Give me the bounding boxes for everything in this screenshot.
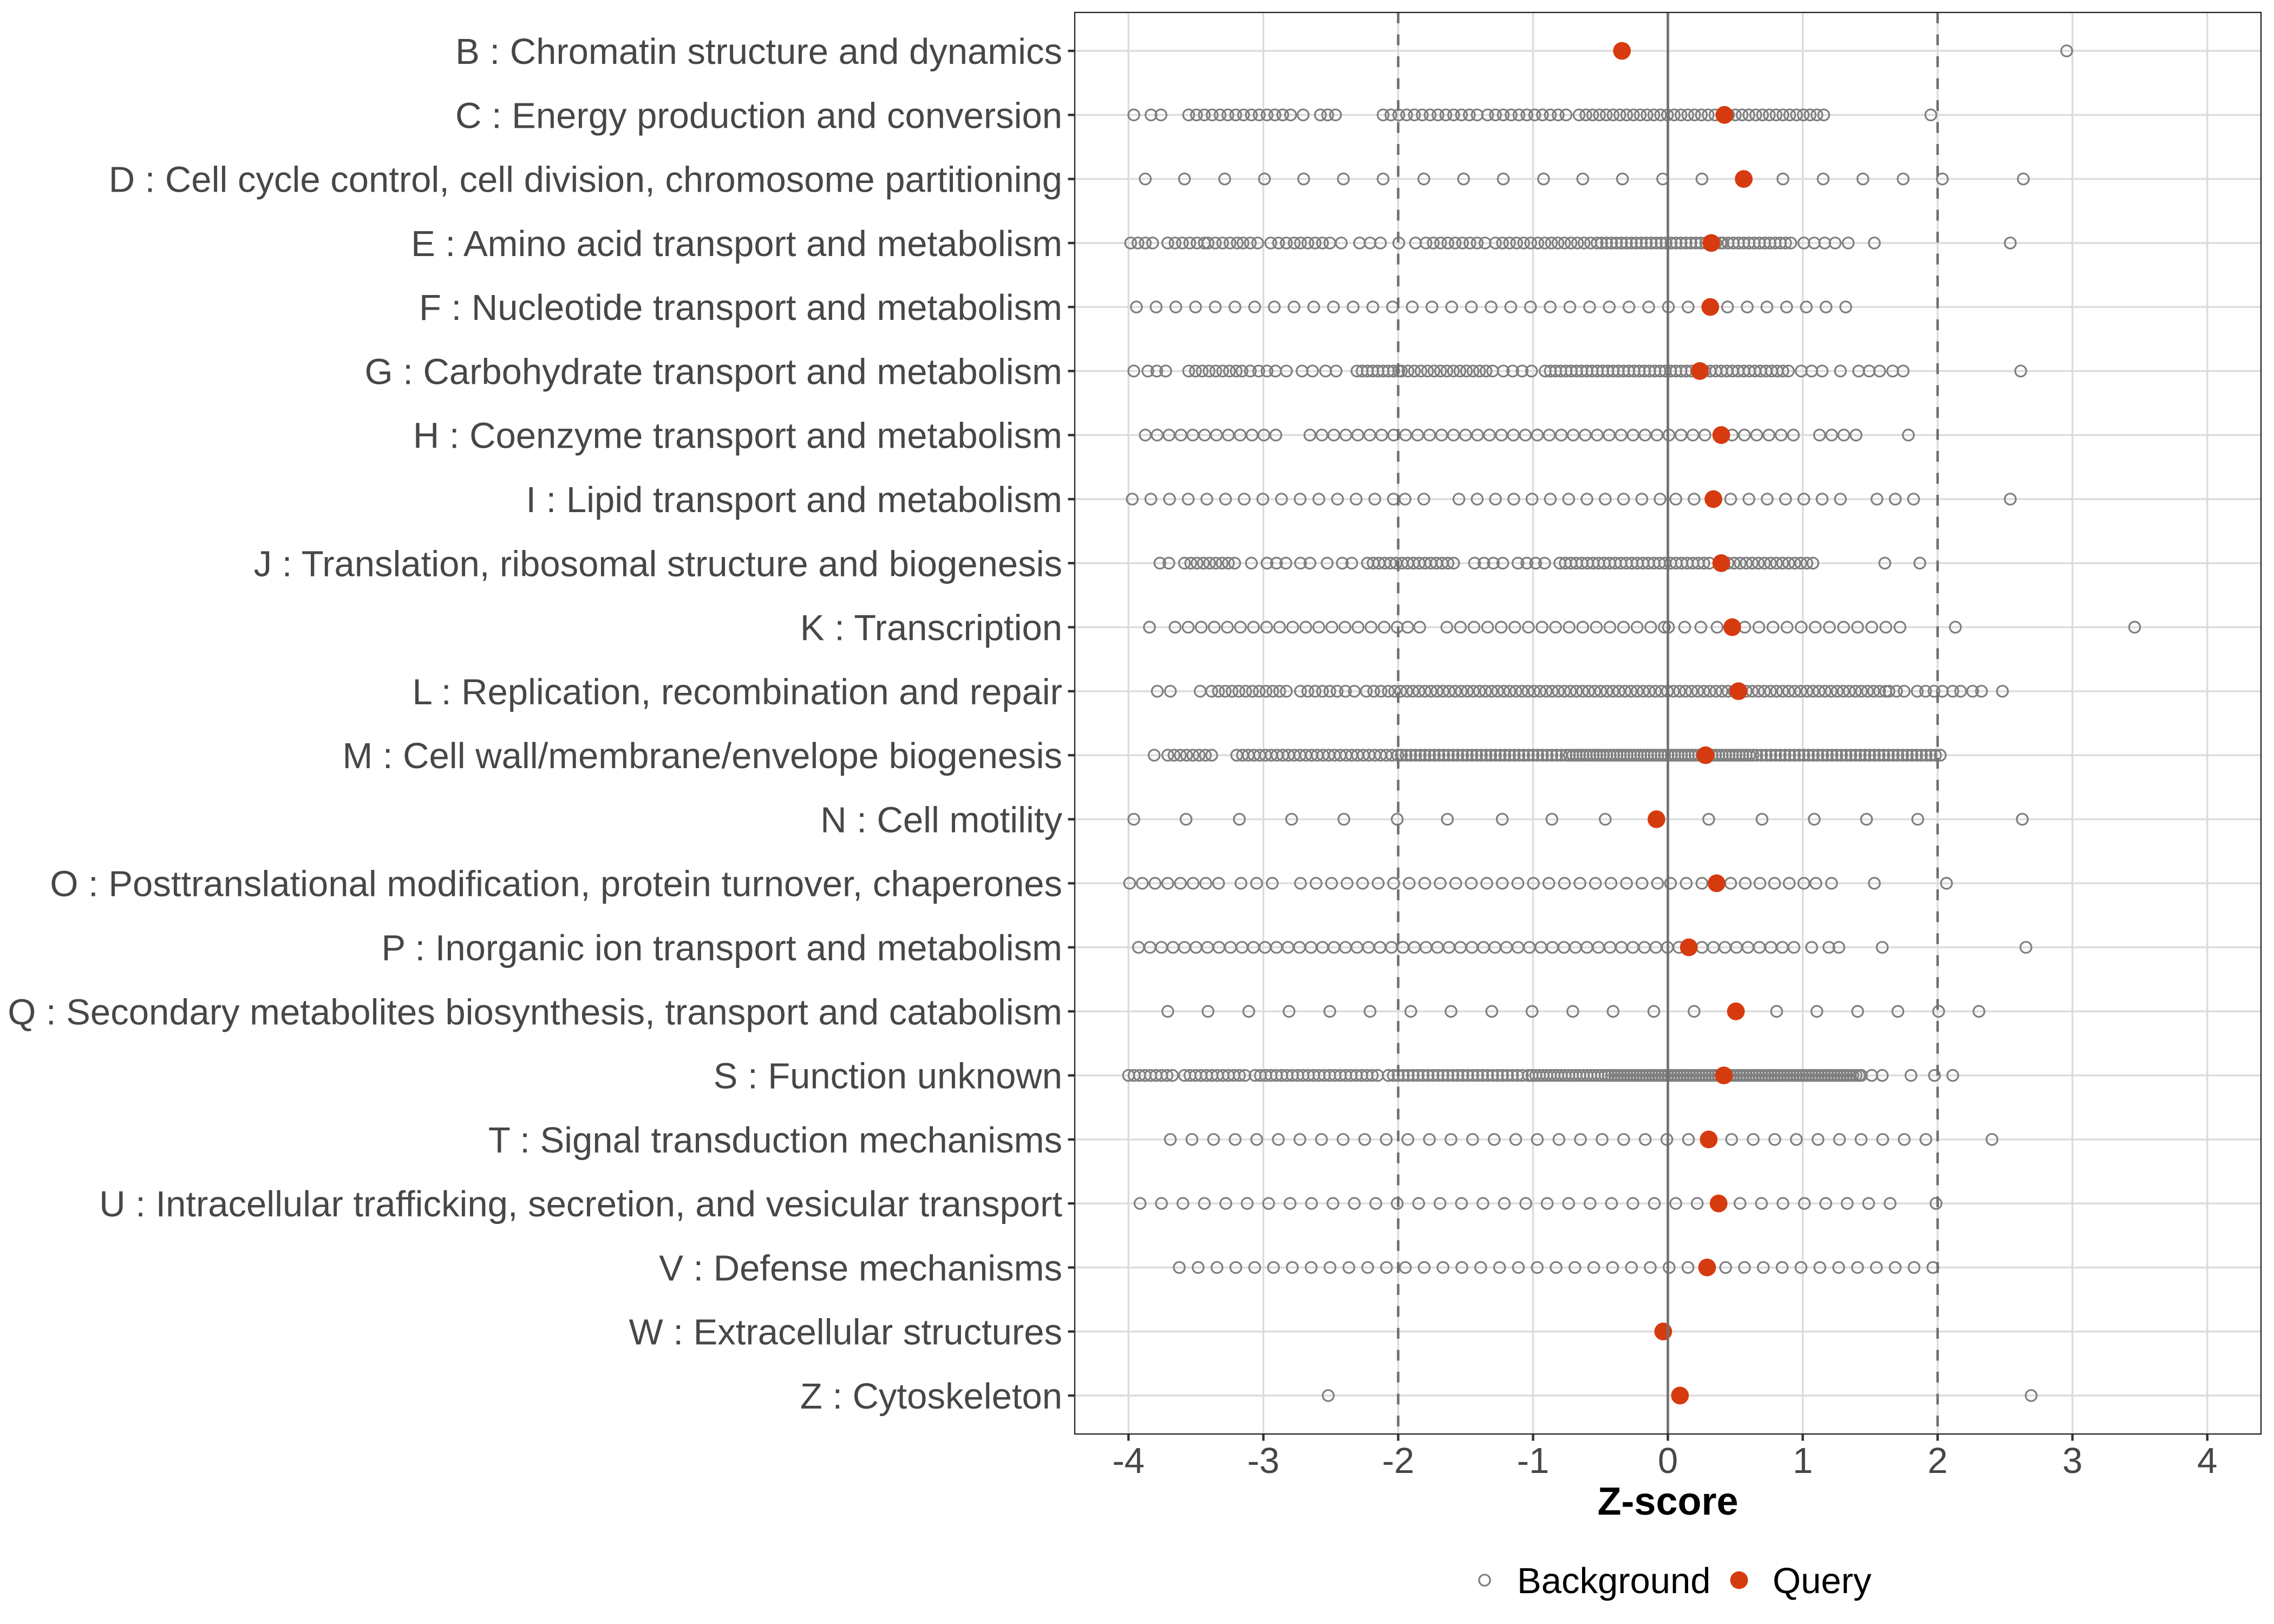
svg-text:Z : Cytoskeleton: Z : Cytoskeleton [800,1376,1062,1417]
svg-text:Query: Query [1773,1561,1872,1601]
svg-text:-1: -1 [1517,1440,1550,1481]
svg-text:W : Extracellular structures: W : Extracellular structures [629,1312,1062,1353]
svg-text:L : Replication, recombination: L : Replication, recombination and repai… [413,672,1062,712]
svg-text:1: 1 [1793,1440,1813,1481]
svg-text:Background: Background [1517,1561,1711,1601]
svg-text:Z-score: Z-score [1597,1480,1738,1523]
svg-text:-2: -2 [1382,1440,1415,1481]
svg-text:4: 4 [2197,1440,2217,1481]
svg-text:D : Cell cycle control, cell d: D : Cell cycle control, cell division, c… [109,160,1062,200]
svg-text:C : Energy production and conv: C : Energy production and conversion [455,95,1062,136]
svg-text:0: 0 [1658,1440,1678,1481]
svg-text:N : Cell motility: N : Cell motility [820,800,1062,840]
svg-text:S : Function unknown: S : Function unknown [714,1056,1062,1097]
svg-text:U : Intracellular trafficking,: U : Intracellular trafficking, secretion… [99,1184,1062,1224]
svg-text:G : Carbohydrate transport and: G : Carbohydrate transport and metabolis… [364,351,1062,392]
svg-text:H : Coenzyme transport and met: H : Coenzyme transport and metabolism [413,416,1062,456]
svg-text:P : Inorganic ion transport an: P : Inorganic ion transport and metaboli… [381,928,1062,968]
svg-text:O : Posttranslational modifica: O : Posttranslational modification, prot… [50,864,1062,905]
svg-text:2: 2 [1927,1440,1948,1481]
svg-text:-3: -3 [1247,1440,1280,1481]
svg-text:F : Nucleotide transport and m: F : Nucleotide transport and metabolism [419,287,1062,328]
svg-text:Q : Secondary metabolites bios: Q : Secondary metabolites biosynthesis, … [8,992,1062,1032]
svg-text:I : Lipid transport and metabo: I : Lipid transport and metabolism [526,480,1062,520]
svg-text:-4: -4 [1113,1440,1145,1481]
svg-text:B : Chromatin structure and dy: B : Chromatin structure and dynamics [455,31,1062,72]
svg-text:3: 3 [2062,1440,2082,1481]
svg-text:K : Transcription: K : Transcription [800,608,1062,649]
svg-text:J : Translation, ribosomal str: J : Translation, ribosomal structure and… [254,543,1062,584]
svg-text:E : Amino acid transport and m: E : Amino acid transport and metabolism [411,224,1062,264]
svg-text:V : Defense mechanisms: V : Defense mechanisms [659,1248,1062,1288]
svg-text:T : Signal transduction mechan: T : Signal transduction mechanisms [488,1120,1062,1161]
svg-text:M : Cell wall/membrane/envelop: M : Cell wall/membrane/envelope biogenes… [343,736,1063,776]
